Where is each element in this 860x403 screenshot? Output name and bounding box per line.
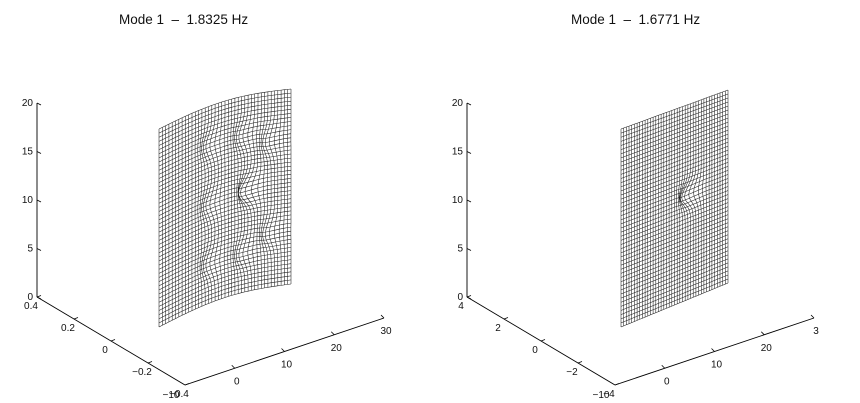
- z-tick-label: 5: [457, 244, 463, 255]
- surface-plot-left: 0 5 10 15 20 0.4 0.2 0 −0.2 −0.4 0 10 20 30 −10: [22, 88, 392, 401]
- x-tick-mark: [661, 364, 666, 369]
- z-tick-label: 15: [22, 147, 34, 158]
- z-tick-label: 15: [452, 147, 464, 158]
- surface-mesh-right: [620, 89, 729, 328]
- x-tick-label: 20: [331, 343, 343, 354]
- z-tick-mark: [466, 296, 472, 300]
- x-tick-label: 10: [281, 360, 293, 371]
- x-tick-mark: [380, 314, 385, 319]
- x-tick-label: −10: [593, 390, 610, 401]
- y-tick-mark: [73, 317, 79, 320]
- y-tick-mark: [503, 317, 509, 320]
- x-tick-mark: [330, 331, 335, 336]
- x-tick-label: 3: [813, 326, 819, 337]
- z-tick-mark: [466, 248, 472, 251]
- x-tick-label: 20: [761, 343, 773, 354]
- z-tick-mark: [466, 102, 472, 106]
- y-tick-label: −0.4: [169, 389, 189, 400]
- z-tick-label: 5: [27, 244, 33, 255]
- x-tick-mark: [281, 348, 285, 352]
- y-tick-mark: [614, 383, 620, 386]
- y-tick-label: −4: [603, 389, 615, 400]
- z-tick-mark: [466, 151, 472, 154]
- x-tick-mark: [231, 364, 236, 369]
- y-tick-label: 4: [458, 301, 464, 312]
- z-tick-mark: [36, 296, 42, 300]
- mesh-columns: [158, 89, 292, 327]
- x-tick-label: 10: [711, 360, 723, 371]
- surface-mesh-left: [158, 88, 292, 328]
- x-tick-mark: [760, 331, 765, 336]
- x-tick-mark: [810, 314, 815, 319]
- x-tick-mark: [711, 348, 715, 352]
- z-tick-label: 20: [22, 98, 34, 109]
- x-tick-label: 30: [380, 326, 392, 337]
- y-tick-label: −0.2: [132, 367, 152, 378]
- y-tick-mark: [184, 383, 190, 386]
- y-tick-mark: [110, 339, 116, 342]
- axis-ticks-left: 0 5 10 15 20 0.4 0.2 0 −0.2 −0.4 0 10 20 30 −10: [22, 98, 392, 401]
- z-tick-mark: [36, 151, 42, 154]
- z-tick-label: 0: [457, 292, 463, 303]
- y-tick-mark: [577, 361, 583, 364]
- y-tick-label: −2: [566, 367, 578, 378]
- z-tick-mark: [466, 199, 472, 203]
- y-tick-label: 0.4: [24, 301, 38, 312]
- y-tick-mark: [36, 295, 42, 298]
- y-tick-mark: [540, 339, 546, 342]
- y-tick-label: 0: [102, 345, 108, 356]
- z-tick-mark: [36, 199, 42, 203]
- x-tick-label: 0: [664, 376, 670, 387]
- y-tick-label: 2: [495, 323, 501, 334]
- y-tick-mark: [466, 295, 472, 298]
- y-tick-label: 0.2: [61, 323, 75, 334]
- mesh-columns: [620, 90, 729, 327]
- z-tick-mark: [36, 102, 42, 106]
- y-tick-mark: [147, 361, 153, 364]
- z-tick-label: 0: [27, 292, 33, 303]
- y-tick-label: 0: [532, 345, 538, 356]
- x-tick-label: −10: [163, 390, 180, 401]
- chart-title-left: Mode 1 – 1.8325 Hz: [119, 12, 249, 27]
- z-tick-label: 20: [452, 98, 464, 109]
- z-tick-label: 10: [452, 195, 464, 206]
- z-tick-mark: [36, 248, 42, 251]
- z-tick-label: 10: [22, 195, 34, 206]
- chart-title-right: Mode 1 – 1.6771 Hz: [571, 12, 701, 27]
- x-tick-label: 0: [234, 376, 240, 387]
